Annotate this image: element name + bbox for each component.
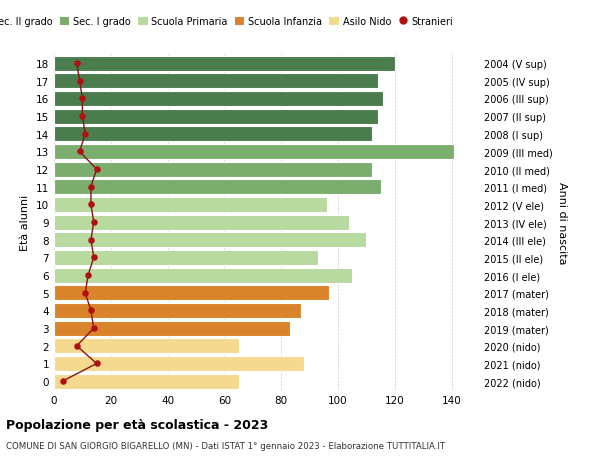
Point [86, 307, 96, 314]
Point [75, 148, 85, 156]
Bar [54, 180, 380, 195]
Bar [54, 321, 290, 336]
Point [58, 378, 67, 385]
Bar [54, 92, 383, 106]
Bar [54, 197, 326, 213]
Point [83, 272, 93, 279]
Y-axis label: Età alunni: Età alunni [20, 195, 31, 251]
Point [89, 325, 98, 332]
Point [80, 131, 90, 138]
Point [77, 113, 87, 120]
Point [89, 254, 98, 262]
Bar [54, 233, 367, 248]
Point [75, 78, 85, 85]
Text: COMUNE DI SAN GIORGIO BIGARELLO (MN) - Dati ISTAT 1° gennaio 2023 - Elaborazione: COMUNE DI SAN GIORGIO BIGARELLO (MN) - D… [6, 441, 445, 450]
Point [92, 166, 101, 174]
Bar [54, 56, 395, 72]
Bar [54, 74, 378, 89]
Point [72, 60, 82, 67]
Bar [54, 215, 349, 230]
Point [72, 342, 82, 350]
Bar [54, 162, 372, 177]
Point [80, 290, 90, 297]
Bar [54, 127, 372, 142]
Bar [54, 251, 318, 265]
Y-axis label: Anni di nascita: Anni di nascita [557, 181, 567, 264]
Point [86, 202, 96, 209]
Bar [54, 268, 352, 283]
Point [77, 95, 87, 103]
Text: Popolazione per età scolastica - 2023: Popolazione per età scolastica - 2023 [6, 418, 268, 431]
Point [89, 219, 98, 226]
Point [86, 184, 96, 191]
Bar [54, 285, 329, 301]
Bar [54, 356, 304, 371]
Bar [54, 339, 239, 353]
Bar [54, 303, 301, 318]
Bar [54, 109, 378, 124]
Point [92, 360, 101, 367]
Bar [54, 374, 239, 389]
Legend: Sec. II grado, Sec. I grado, Scuola Primaria, Scuola Infanzia, Asilo Nido, Stran: Sec. II grado, Sec. I grado, Scuola Prim… [0, 13, 457, 31]
Bar [54, 145, 454, 160]
Point [86, 236, 96, 244]
